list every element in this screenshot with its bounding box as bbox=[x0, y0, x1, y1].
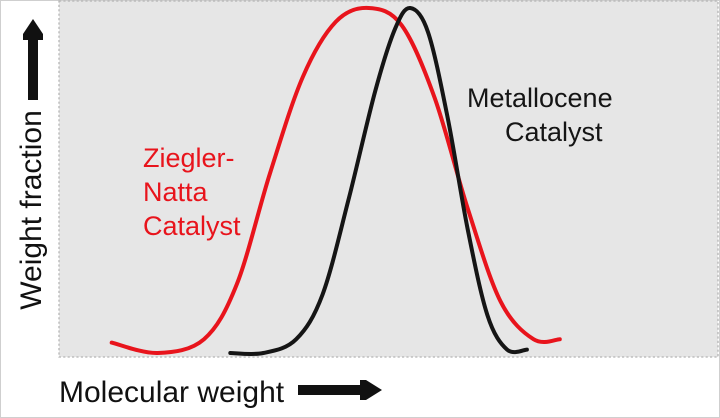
series-label-ziegler-natta: Ziegler- Natta Catalyst bbox=[143, 143, 242, 241]
series-label-metallocene-line-1: Metallocene bbox=[467, 83, 613, 113]
plot-area bbox=[58, 0, 719, 358]
ziegler-natta-curve bbox=[109, 5, 562, 356]
y-axis-arrow-shaft bbox=[28, 38, 38, 100]
metallocene-curve bbox=[228, 6, 529, 357]
y-axis-arrow bbox=[23, 19, 43, 40]
series-label-ziegler-natta-line-2: Natta bbox=[143, 177, 209, 207]
y-axis-label: Weight fraction bbox=[15, 110, 48, 310]
series-label-ziegler-natta-line-1: Ziegler- bbox=[143, 143, 235, 173]
series-label-metallocene: Metallocene Catalyst bbox=[467, 83, 620, 147]
x-axis-arrow-shaft bbox=[298, 385, 362, 395]
series-label-ziegler-natta-line-3: Catalyst bbox=[143, 211, 241, 241]
series-layer bbox=[109, 5, 562, 357]
x-axis-label: Molecular weight bbox=[59, 376, 285, 409]
x-axis-arrow bbox=[360, 380, 382, 400]
series-label-metallocene-line-2: Catalyst bbox=[505, 117, 603, 147]
